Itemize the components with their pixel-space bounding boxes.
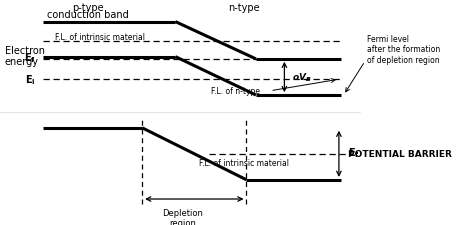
- Text: n-type: n-type: [228, 3, 260, 13]
- Text: Fermi level
after the formation
of depletion region: Fermi level after the formation of deple…: [367, 35, 441, 64]
- Text: conduction band: conduction band: [47, 10, 128, 20]
- Text: $\bf{E_i}$: $\bf{E_i}$: [25, 73, 36, 87]
- Text: Electron
energy: Electron energy: [5, 45, 45, 67]
- Text: F.L. of intrinsic material: F.L. of intrinsic material: [199, 158, 289, 167]
- Text: F.L. of n-type: F.L. of n-type: [211, 87, 260, 96]
- Text: POTENTIAL BARRIER: POTENTIAL BARRIER: [348, 150, 452, 159]
- Text: $\bfit{oV_B}$: $\bfit{oV_B}$: [292, 71, 311, 84]
- Text: Depletion
region: Depletion region: [162, 208, 203, 225]
- Text: p-type: p-type: [72, 3, 103, 13]
- Text: $\bf{E_f}$: $\bf{E_f}$: [24, 50, 36, 64]
- Text: F.L. of intrinsic material: F.L. of intrinsic material: [55, 33, 145, 42]
- Text: $\bf{E_f}$: $\bf{E_f}$: [348, 146, 360, 160]
